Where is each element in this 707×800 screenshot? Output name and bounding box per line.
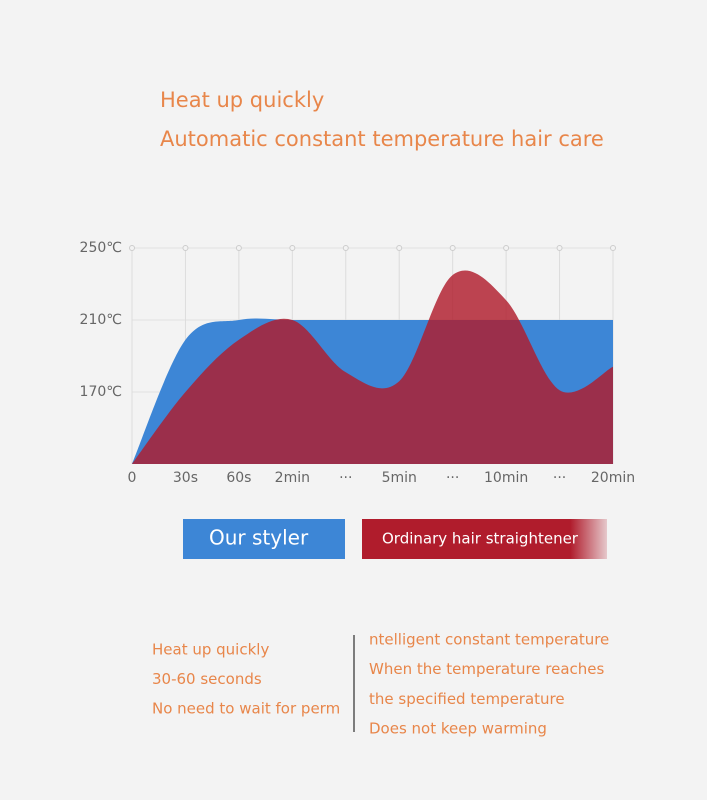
note: No need to wait for perm [152,700,340,718]
note: Heat up quickly [152,641,269,659]
x-tick-label: ··· [446,470,459,486]
legend-label: Ordinary hair straightener [382,530,579,548]
chart-title: Heat up quickly [160,88,324,112]
x-tick-label: 30s [173,470,198,486]
grid-dot [342,245,349,251]
grid-dot [182,245,189,251]
legend-swatch [183,519,345,559]
y-tick-label: 250℃ [80,240,122,256]
note: When the temperature reaches [369,660,605,678]
x-tick-label: 10min [484,470,528,486]
note: 30-60 seconds [152,670,262,688]
grid-dot [610,245,616,251]
note: Does not keep warming [369,720,547,738]
note: the specified temperature [369,690,565,708]
x-tick-label: ··· [339,470,352,486]
chart-subtitle: Automatic constant temperature hair care [160,127,604,151]
grid-dot [129,245,135,251]
x-tick-label: 60s [226,470,251,486]
note: ntelligent constant temperature [369,631,609,649]
grid-dot [556,245,563,251]
grid-dot [449,245,456,251]
area [132,270,613,464]
x-tick-label: ··· [553,470,566,486]
legend-label: Our styler [209,526,309,550]
y-tick-label: 170℃ [80,384,122,400]
x-tick-label: 20min [591,470,635,486]
grid-dot [235,245,242,251]
x-tick-label: 0 [128,470,137,486]
y-tick-label: 210℃ [80,312,122,328]
x-tick-label: 5min [382,470,417,486]
grid-dot [503,245,510,251]
grid-dot [289,245,296,251]
x-tick-label: 2min [275,470,310,486]
legend-swatch [362,519,607,559]
grid-dot [396,245,403,251]
